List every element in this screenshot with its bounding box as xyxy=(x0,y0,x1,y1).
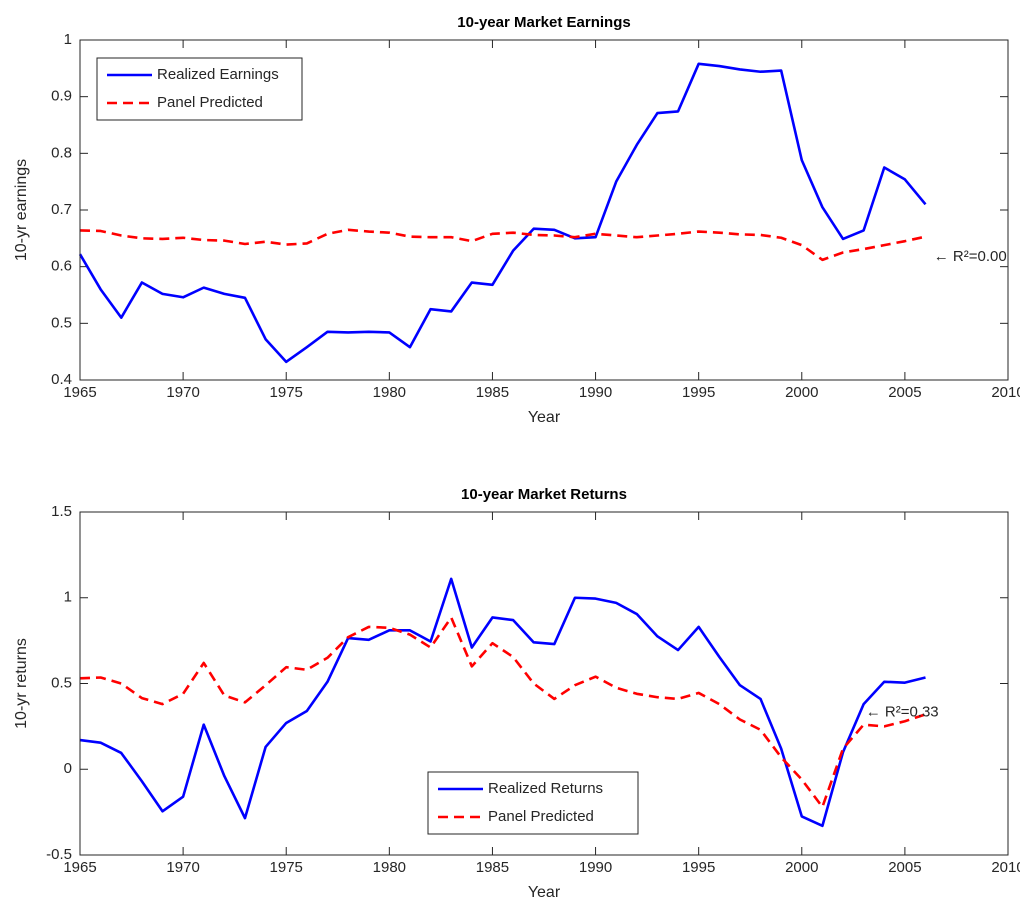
data-line xyxy=(78,62,927,364)
x-tick-label: 1995 xyxy=(682,384,715,401)
y-tick-label: 1.5 xyxy=(51,503,72,520)
y-tick-label: 1 xyxy=(64,589,72,606)
y-tick-label: 0.5 xyxy=(51,314,72,331)
legend-label: Realized Returns xyxy=(488,780,603,797)
y-tick-label: 1 xyxy=(64,31,72,48)
x-tick-label: 1965 xyxy=(63,384,96,401)
y-tick-label: 0.5 xyxy=(51,674,72,691)
y-tick-label: 0.8 xyxy=(51,144,72,161)
data-line xyxy=(79,228,926,262)
y-tick-label: -0.5 xyxy=(46,846,72,863)
x-tick-label: 1970 xyxy=(166,384,199,401)
legend-label: Panel Predicted xyxy=(488,808,594,825)
x-tick-label: 1990 xyxy=(579,859,612,876)
y-tick-label: 0.9 xyxy=(51,88,72,105)
annotation: ← R²=0.33 xyxy=(866,704,939,721)
legend-label: Panel Predicted xyxy=(157,94,263,111)
annotation: ← R²=0.00 xyxy=(934,248,1007,265)
y-tick-label: 0 xyxy=(64,760,72,777)
x-tick-label: 1990 xyxy=(579,384,612,401)
x-tick-label: 1965 xyxy=(63,859,96,876)
x-tick-label: 2005 xyxy=(888,384,921,401)
x-tick-label: 1985 xyxy=(476,384,509,401)
x-tick-label: 1975 xyxy=(270,859,303,876)
axes-box xyxy=(79,39,1009,381)
x-tick-label: 1995 xyxy=(682,859,715,876)
x-tick-label: 1970 xyxy=(166,859,199,876)
legend-box xyxy=(96,57,303,121)
x-tick-label: 2000 xyxy=(785,384,818,401)
y-axis-label: 10-yr earnings xyxy=(13,159,30,261)
legend-box xyxy=(427,771,639,835)
data-line xyxy=(79,616,926,809)
chart-title: 10-year Market Earnings xyxy=(457,14,630,31)
x-tick-label: 2000 xyxy=(785,859,818,876)
x-tick-label: 1975 xyxy=(270,384,303,401)
y-axis-label: 10-yr returns xyxy=(13,638,30,729)
legend-label: Realized Earnings xyxy=(157,66,279,83)
x-axis-label: Year xyxy=(528,884,561,901)
y-tick-label: 0.7 xyxy=(51,201,72,218)
chart-title: 10-year Market Returns xyxy=(461,486,627,503)
x-tick-label: 2005 xyxy=(888,859,921,876)
x-tick-label: 1980 xyxy=(373,384,406,401)
y-tick-label: 0.6 xyxy=(51,258,72,275)
y-tick-label: 0.4 xyxy=(51,371,72,388)
axes-box xyxy=(79,511,1009,856)
x-tick-label: 1980 xyxy=(373,859,406,876)
x-axis-label: Year xyxy=(528,409,561,426)
x-tick-label: 1985 xyxy=(476,859,509,876)
